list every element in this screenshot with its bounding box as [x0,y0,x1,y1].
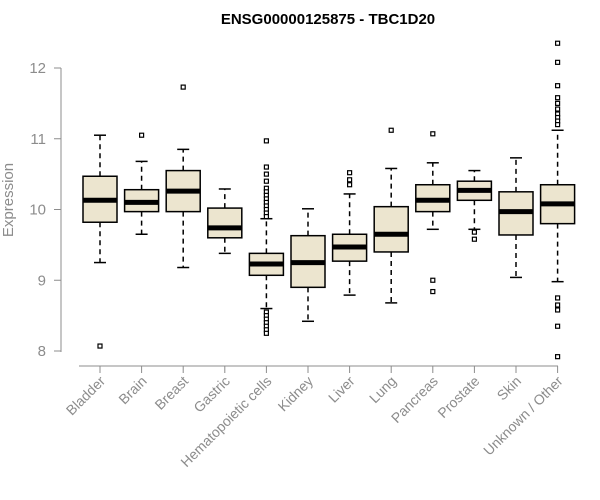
x-tick-label: Unknown / Other [480,373,566,459]
outlier-point [347,182,353,188]
box-group [123,132,160,236]
box-group [498,157,534,279]
outlier-point [430,277,436,283]
outlier-point [347,177,353,183]
x-tick-label: Brain [115,373,149,407]
x-tick-label: Prostate [434,373,482,421]
iqr-box [373,205,409,253]
box-group [248,138,285,336]
outlier-point [554,354,561,360]
x-tick-label: Lung [366,373,399,406]
x-tick-label: Breast [151,373,191,413]
outlier-point [430,131,436,137]
outlier-point [180,84,186,90]
y-ticks: 8 9 10 11 12 [29,60,61,360]
outlier-point [97,343,103,349]
boxes [82,40,576,360]
box-group [456,169,493,242]
outlier-point [554,295,561,301]
box-group [82,134,118,349]
y-tick-label: 11 [30,131,46,148]
outlier-point [554,95,561,101]
outlier-point [347,170,353,176]
outlier-point [554,302,561,308]
chart-title: ENSG00000125875 - TBC1D20 [221,11,435,28]
box-group [415,131,451,295]
outlier-point [554,83,561,89]
outlier-point [554,307,561,313]
y-tick-label: 10 [29,202,46,219]
outlier-point [388,127,394,133]
outlier-point [263,330,269,336]
outlier-point [554,100,561,106]
iqr-box [207,207,243,239]
outlier-point [263,213,269,220]
box-group [539,40,576,360]
outlier-point [471,236,477,242]
outlier-point [554,121,561,128]
box-group [165,84,201,269]
outlier-point [139,132,145,138]
y-tick-label: 12 [29,60,46,77]
x-tick-label: Skin [494,373,525,404]
box-group [331,170,368,296]
outlier-point [263,171,269,177]
box-group [207,188,243,255]
outlier-point [554,40,561,46]
outlier-point [430,288,436,295]
box-group [290,208,326,323]
box-group [373,127,409,304]
x-tick-label: Liver [325,373,358,406]
outlier-point [263,138,269,144]
x-tick-label: Kidney [275,373,317,415]
y-axis-label: Expression [0,163,17,237]
y-tick-label: 8 [38,343,46,360]
x-tick-label: Bladder [63,373,109,419]
y-tick-label: 9 [38,272,46,289]
outlier-point [554,323,561,329]
outlier-point [554,106,561,112]
outlier-point [471,229,477,235]
outlier-point [263,178,269,184]
outlier-point [554,59,561,65]
outlier-point [263,164,269,170]
